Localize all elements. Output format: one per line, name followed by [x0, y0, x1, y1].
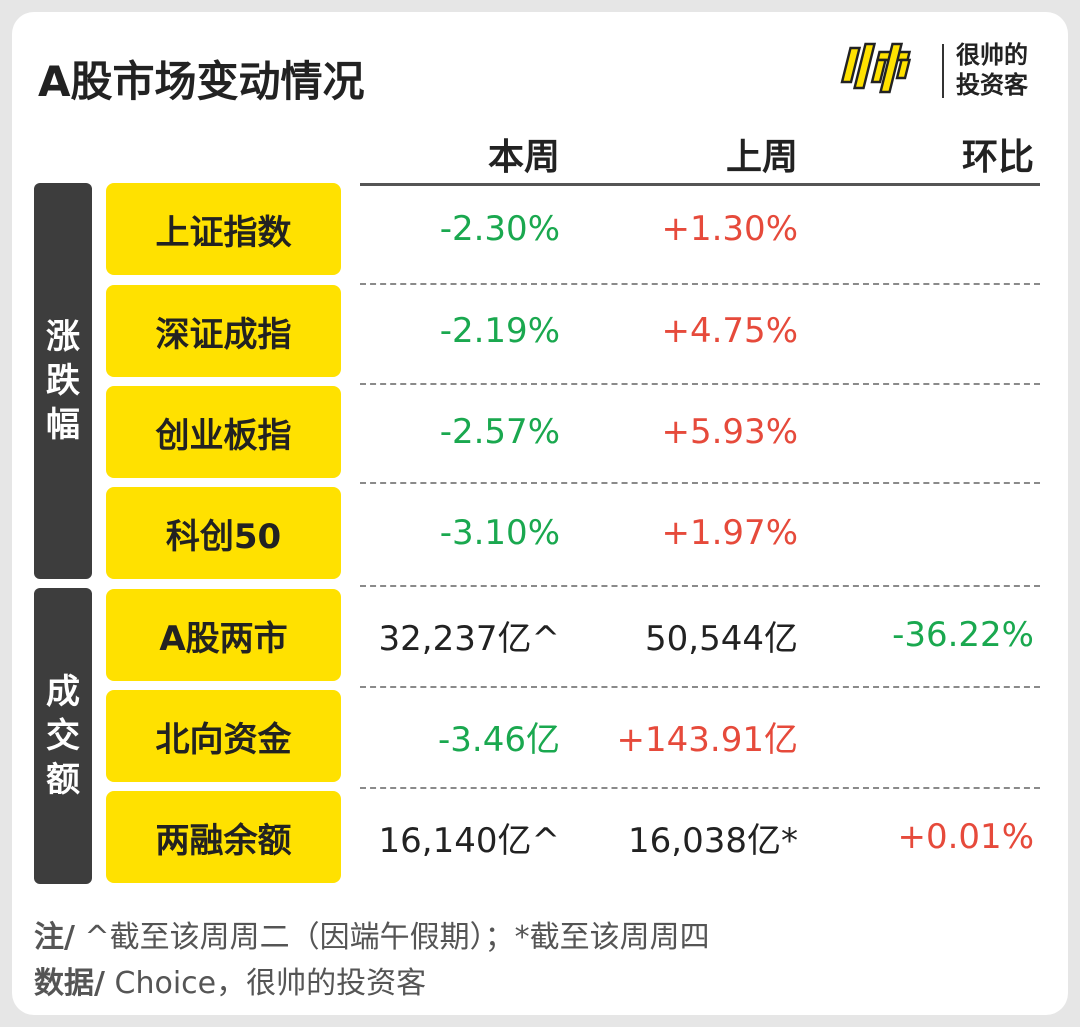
row-divider — [360, 787, 1040, 789]
row-divider — [360, 482, 1040, 484]
row-label-shanghai: 上证指数 — [106, 183, 341, 275]
group-label-volume: 成交额 — [34, 588, 92, 884]
cell-ratio — [830, 690, 1034, 782]
cell-ratio — [830, 487, 1034, 579]
header-divider — [360, 183, 1040, 186]
cell-last-week: +143.91亿 — [616, 719, 798, 760]
header-this-week: 本周 — [487, 137, 560, 178]
source-text: Choice，很帅的投资客 — [104, 966, 427, 1001]
row-label-chinext: 创业板指 — [106, 386, 341, 478]
logo-mark — [838, 42, 924, 94]
row-label-shenzhen: 深证成指 — [106, 285, 341, 377]
cell-this-week: -2.19% — [439, 311, 560, 351]
row-divider — [360, 585, 1040, 587]
cell-last-week: +1.30% — [661, 209, 799, 249]
cell-this-week: -2.30% — [439, 209, 560, 249]
cell-this-week: -2.57% — [439, 412, 560, 452]
row-label-a-share-turnover: A股两市 — [106, 589, 341, 681]
page-title: A股市场变动情况 — [38, 57, 365, 106]
header-ratio: 环比 — [961, 137, 1034, 178]
cell-this-week: 16,140亿^ — [378, 820, 560, 861]
logo-divider — [942, 44, 944, 98]
row-divider — [360, 383, 1040, 385]
row-divider — [360, 283, 1040, 285]
header-last-week: 上周 — [725, 137, 798, 178]
source-prefix: 数据/ — [34, 966, 105, 1001]
logo-text: 很帅的 投资客 — [956, 41, 1028, 99]
cell-this-week: 32,237亿^ — [378, 618, 560, 659]
cell-last-week: 16,038亿* — [628, 820, 798, 861]
cell-ratio — [830, 386, 1034, 478]
row-label-northbound: 北向资金 — [106, 690, 341, 782]
footnote: 注/ ^截至该周周二（因端午假期）；*截至该周周四 — [34, 912, 710, 956]
footnote-prefix: 注/ — [34, 920, 75, 955]
cell-this-week: -3.46亿 — [438, 719, 560, 760]
logo: 很帅的 投资客 — [838, 38, 1038, 102]
cell-last-week: +1.97% — [661, 513, 799, 553]
row-label-margin-balance: 两融余额 — [106, 791, 341, 883]
cell-last-week: +5.93% — [661, 412, 799, 452]
cell-ratio — [830, 285, 1034, 377]
cell-last-week: 50,544亿 — [645, 618, 798, 659]
cell-ratio: +0.01% — [897, 817, 1035, 857]
cell-this-week: -3.10% — [439, 513, 560, 553]
cell-ratio: -36.22% — [892, 615, 1034, 655]
source-note: 数据/ Choice，很帅的投资客 — [34, 958, 426, 1002]
group-label-change: 涨跌幅 — [34, 183, 92, 579]
row-label-star50: 科创50 — [106, 487, 341, 579]
cell-last-week: +4.75% — [661, 311, 799, 351]
cell-ratio — [830, 183, 1034, 275]
row-divider — [360, 686, 1040, 688]
footnote-text: ^截至该周周二（因端午假期）；*截至该周周四 — [74, 920, 710, 955]
